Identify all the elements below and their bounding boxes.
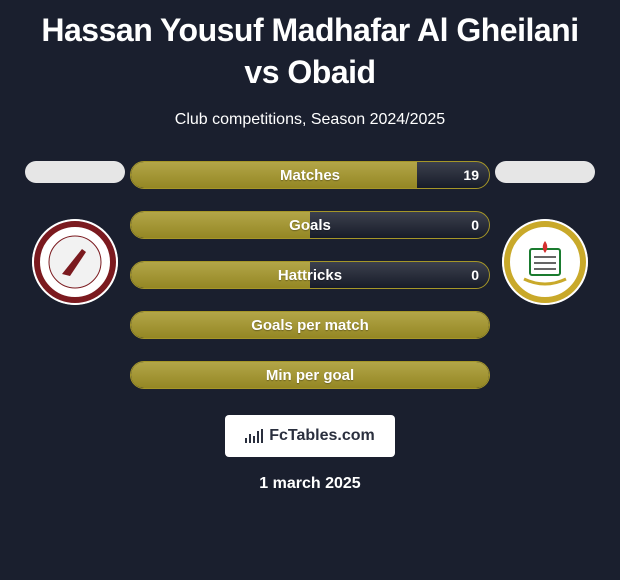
stat-bar-hattricks: Hattricks 0 [130,261,490,289]
left-player-pill [25,161,125,183]
comparison-row: Matches 19 Goals 0 Hattricks 0 [0,161,620,389]
stat-label: Goals per match [251,317,369,334]
brand-text: FcTables.com [269,427,375,445]
stat-bars: Matches 19 Goals 0 Hattricks 0 [130,161,490,389]
stat-value-right: 19 [463,167,479,183]
infographic-root: Hassan Yousuf Madhafar Al Gheilani vs Ob… [0,0,620,580]
page-title: Hassan Yousuf Madhafar Al Gheilani vs Ob… [0,10,620,93]
stat-bar-matches: Matches 19 [130,161,490,189]
stat-value-right: 0 [471,217,479,233]
right-player-column [490,161,600,305]
stat-value-right: 0 [471,267,479,283]
right-club-badge-svg [502,219,588,305]
stat-bar-goals-per-match: Goals per match [130,311,490,339]
stat-label: Goals [289,217,331,234]
bar-chart-icon [245,429,263,443]
stat-label: Matches [280,167,340,184]
left-player-column [20,161,130,305]
stat-bar-min-per-goal: Min per goal [130,361,490,389]
left-club-badge-svg [32,219,118,305]
left-club-badge [32,219,118,305]
stat-label: Min per goal [266,367,354,384]
page-subtitle: Club competitions, Season 2024/2025 [175,111,445,129]
right-club-badge [502,219,588,305]
stat-label: Hattricks [278,267,342,284]
brand-badge: FcTables.com [225,415,395,457]
footer-date: 1 march 2025 [259,475,360,493]
stat-bar-goals: Goals 0 [130,211,490,239]
right-player-pill [495,161,595,183]
